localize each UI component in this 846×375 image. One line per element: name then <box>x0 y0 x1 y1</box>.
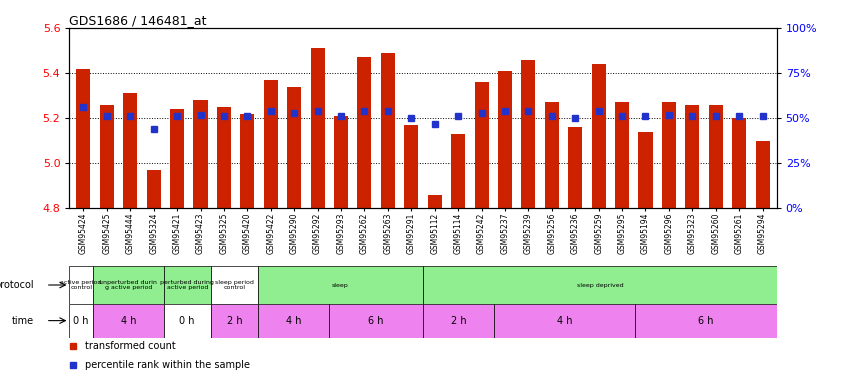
Bar <box>124 93 137 208</box>
Text: 2 h: 2 h <box>227 316 242 326</box>
Text: protocol: protocol <box>0 280 34 290</box>
Bar <box>451 134 465 208</box>
Bar <box>170 109 184 208</box>
Text: 0 h: 0 h <box>74 316 89 326</box>
Bar <box>329 304 423 338</box>
Bar <box>194 100 207 208</box>
Bar <box>732 118 746 208</box>
Text: 6 h: 6 h <box>368 316 383 326</box>
Bar <box>211 266 258 304</box>
Text: 4 h: 4 h <box>557 316 572 326</box>
Bar <box>334 116 348 208</box>
Bar <box>639 132 652 208</box>
Bar <box>146 170 161 208</box>
Text: 2 h: 2 h <box>451 316 466 326</box>
Bar <box>258 304 329 338</box>
Bar <box>100 105 114 208</box>
Bar <box>423 266 777 304</box>
Bar <box>69 266 93 304</box>
Text: sleep: sleep <box>332 282 349 288</box>
Bar <box>211 304 258 338</box>
Bar <box>381 53 395 208</box>
Bar <box>258 266 423 304</box>
Bar <box>357 57 371 208</box>
Bar <box>423 304 494 338</box>
Text: 4 h: 4 h <box>121 316 136 326</box>
Bar <box>755 141 770 208</box>
Text: sleep period
control: sleep period control <box>215 280 254 290</box>
Bar <box>217 107 231 208</box>
Bar <box>310 48 325 208</box>
Bar <box>709 105 722 208</box>
Bar <box>264 80 277 208</box>
Bar <box>615 102 629 208</box>
Text: 4 h: 4 h <box>286 316 301 326</box>
Text: perturbed during
active period: perturbed during active period <box>160 280 214 290</box>
Bar <box>240 114 255 208</box>
Bar <box>69 304 93 338</box>
Bar <box>93 304 163 338</box>
Bar <box>163 304 211 338</box>
Bar <box>569 127 582 208</box>
Text: GDS1686 / 146481_at: GDS1686 / 146481_at <box>69 14 207 27</box>
Bar <box>404 125 418 208</box>
Text: transformed count: transformed count <box>85 341 176 351</box>
Text: time: time <box>12 316 34 326</box>
Text: percentile rank within the sample: percentile rank within the sample <box>85 360 250 369</box>
Bar <box>521 60 536 208</box>
Text: 6 h: 6 h <box>698 316 714 326</box>
Bar <box>475 82 489 208</box>
Text: active period
control: active period control <box>60 280 102 290</box>
Bar <box>93 266 163 304</box>
Bar <box>428 195 442 208</box>
Bar <box>163 266 211 304</box>
Text: 0 h: 0 h <box>179 316 195 326</box>
Text: sleep deprived: sleep deprived <box>576 282 624 288</box>
Text: unperturbed durin
g active period: unperturbed durin g active period <box>99 280 157 290</box>
Bar <box>591 64 606 208</box>
Bar <box>498 71 512 208</box>
Bar <box>494 304 635 338</box>
Bar <box>287 87 301 208</box>
Bar <box>76 69 91 208</box>
Bar <box>545 102 559 208</box>
Bar <box>685 105 700 208</box>
Bar <box>662 102 676 208</box>
Bar <box>635 304 777 338</box>
